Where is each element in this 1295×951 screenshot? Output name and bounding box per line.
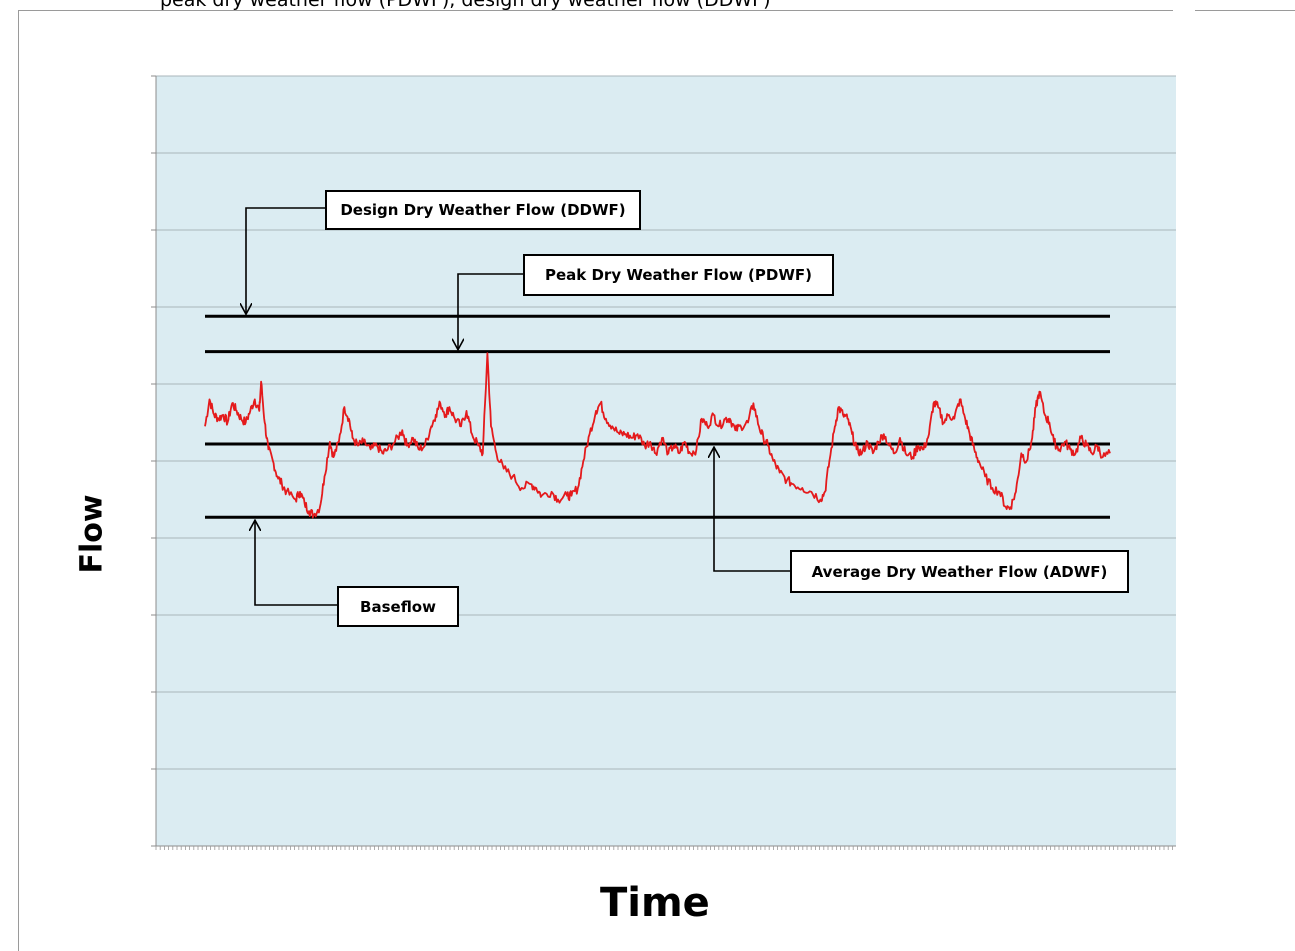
gridlines bbox=[156, 75, 1176, 770]
pdwf-label-box: Peak Dry Weather Flow (PDWF) bbox=[523, 254, 834, 296]
adwf-label-box: Average Dry Weather Flow (ADWF) bbox=[790, 550, 1129, 593]
ddwf-label-box: Design Dry Weather Flow (DDWF) bbox=[325, 190, 641, 230]
caption-text: peak dry weather flow (PDWF), design dry… bbox=[160, 0, 771, 11]
x-ticks bbox=[155, 846, 1173, 850]
y-axis-title: Flow bbox=[74, 494, 110, 574]
baseflow-label: Baseflow bbox=[360, 597, 436, 616]
series bbox=[204, 352, 1111, 519]
axes bbox=[151, 75, 1176, 850]
baseflow-connector bbox=[255, 520, 337, 606]
annotation-connectors bbox=[246, 207, 790, 606]
adwf-connector bbox=[714, 447, 790, 572]
ddwf-label: Design Dry Weather Flow (DDWF) bbox=[340, 201, 626, 219]
baseflow-label-box: Baseflow bbox=[337, 586, 459, 627]
pdwf-connector bbox=[458, 273, 523, 350]
flow-series-line bbox=[204, 352, 1111, 519]
x-axis-title: Time bbox=[600, 880, 710, 926]
adwf-label: Average Dry Weather Flow (ADWF) bbox=[811, 562, 1108, 581]
figure-frame bbox=[18, 10, 1295, 951]
ddwf-connector bbox=[246, 207, 325, 314]
frame-gap bbox=[1173, 7, 1195, 13]
pdwf-label: Peak Dry Weather Flow (PDWF) bbox=[544, 266, 812, 284]
